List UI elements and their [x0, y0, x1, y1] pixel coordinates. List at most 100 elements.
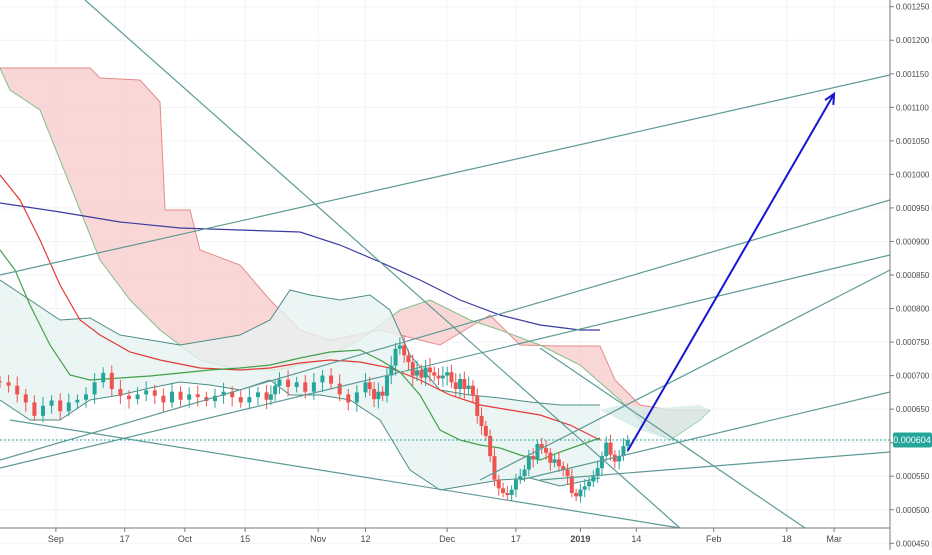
candle-body[interactable] [531, 456, 536, 460]
candle-body[interactable] [83, 394, 88, 400]
candle[interactable] [470, 380, 475, 403]
arrow-line[interactable] [626, 93, 835, 452]
arrow-head[interactable] [824, 91, 836, 105]
candle-body[interactable] [187, 394, 192, 400]
candle[interactable] [66, 393, 71, 417]
candle-body[interactable] [501, 488, 506, 493]
candle[interactable] [582, 479, 587, 498]
candle[interactable] [329, 368, 334, 390]
candle-body[interactable] [483, 425, 488, 436]
candle-body[interactable] [625, 440, 630, 447]
candle[interactable] [286, 370, 291, 397]
trendline[interactable] [0, 74, 891, 276]
candle-body[interactable] [518, 476, 523, 480]
candle[interactable] [556, 451, 561, 472]
trendline[interactable] [519, 391, 891, 481]
candle[interactable] [548, 448, 553, 471]
candle-body[interactable] [303, 382, 308, 392]
candle[interactable] [479, 407, 484, 435]
candle-body[interactable] [556, 459, 561, 467]
candle-body[interactable] [544, 448, 549, 453]
candle[interactable] [320, 369, 325, 393]
candle-body[interactable] [92, 382, 97, 395]
candle-body[interactable] [238, 397, 243, 403]
candle-body[interactable] [595, 468, 600, 477]
candle[interactable] [58, 393, 63, 421]
candle-body[interactable] [268, 394, 273, 400]
candle-body[interactable] [380, 391, 385, 396]
trendline[interactable] [479, 269, 891, 481]
candle[interactable] [118, 379, 123, 404]
candle-body[interactable] [144, 390, 149, 395]
candle[interactable] [169, 382, 174, 408]
candle[interactable] [415, 360, 420, 382]
candle-body[interactable] [406, 355, 411, 363]
candle-body[interactable] [591, 476, 596, 482]
candle-body[interactable] [569, 476, 574, 493]
candle[interactable] [488, 429, 493, 462]
candle[interactable] [574, 488, 579, 502]
trendline[interactable] [0, 199, 891, 461]
candle-body[interactable] [466, 385, 471, 390]
candle-body[interactable] [372, 389, 377, 400]
candle-body[interactable] [445, 372, 450, 376]
candle[interactable] [419, 364, 424, 385]
candle[interactable] [212, 388, 217, 408]
candle-body[interactable] [479, 415, 484, 426]
candle-body[interactable] [367, 382, 372, 390]
candle[interactable] [363, 373, 368, 398]
candle-body[interactable] [212, 395, 217, 402]
candle-body[interactable] [126, 395, 131, 400]
trendline[interactable] [539, 347, 806, 529]
candle-body[interactable] [337, 383, 342, 395]
candle-body[interactable] [509, 489, 514, 495]
candle-body[interactable] [561, 466, 566, 470]
candle-body[interactable] [582, 486, 587, 490]
candle[interactable] [604, 436, 609, 461]
candle-body[interactable] [621, 446, 626, 457]
candle-body[interactable] [320, 375, 325, 383]
candle[interactable] [178, 386, 183, 407]
candle[interactable] [273, 380, 278, 402]
candle-body[interactable] [578, 489, 583, 497]
candle-body[interactable] [415, 370, 420, 376]
candle-body[interactable] [152, 390, 157, 396]
candle[interactable] [445, 366, 450, 386]
candle-body[interactable] [49, 400, 54, 406]
candle[interactable] [230, 386, 235, 407]
candle-body[interactable] [548, 452, 553, 463]
candle-body[interactable] [161, 395, 166, 403]
candle[interactable] [406, 349, 411, 371]
candle[interactable] [453, 373, 458, 396]
candle-body[interactable] [247, 397, 252, 403]
candle[interactable] [294, 376, 299, 393]
candle[interactable] [466, 376, 471, 395]
candle-body[interactable] [599, 456, 604, 469]
candle-body[interactable] [587, 481, 592, 487]
candle[interactable] [505, 485, 510, 501]
candle[interactable] [161, 388, 166, 412]
candle-body[interactable] [286, 379, 291, 388]
candle-body[interactable] [513, 479, 518, 490]
candle-body[interactable] [453, 382, 458, 390]
candle[interactable] [402, 335, 407, 363]
price-axis[interactable]: 0.001250 0.001200 0.001150 0.001100 0.001050… [889, 0, 932, 550]
candle-body[interactable] [264, 392, 269, 400]
candle[interactable] [0, 375, 2, 388]
candle[interactable] [255, 386, 260, 406]
candle-body[interactable] [488, 435, 493, 457]
candle[interactable] [23, 388, 28, 412]
candle[interactable] [501, 482, 506, 498]
candle[interactable] [423, 359, 428, 387]
candle[interactable] [432, 366, 437, 382]
candle-body[interactable] [402, 345, 407, 356]
candle[interactable] [6, 374, 11, 393]
candle[interactable] [238, 389, 243, 408]
candle[interactable] [389, 355, 394, 385]
candle[interactable] [518, 468, 523, 484]
candle[interactable] [152, 384, 157, 404]
candle[interactable] [83, 387, 88, 408]
candle[interactable] [587, 477, 592, 491]
candle[interactable] [621, 438, 626, 461]
trendlines[interactable] [0, 0, 891, 529]
